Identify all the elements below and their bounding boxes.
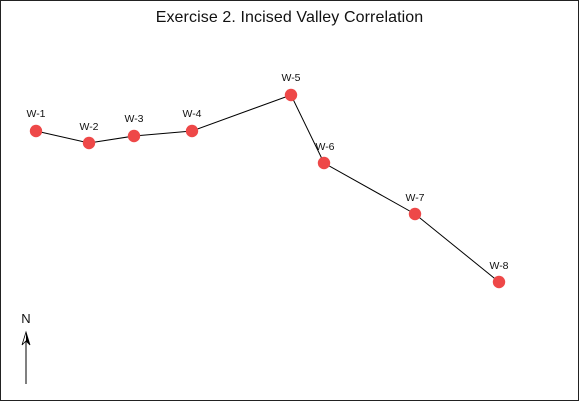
- north-arrow-icon: [21, 330, 31, 384]
- well-point: [492, 275, 506, 289]
- well-marker-w-8: W-8: [489, 260, 509, 289]
- north-label: N: [21, 311, 30, 326]
- well-label: W-8: [489, 260, 508, 272]
- well-marker-w-4: W-4: [182, 108, 202, 138]
- well-label: W-2: [79, 121, 98, 133]
- well-label: W-1: [26, 108, 45, 120]
- well-point: [29, 124, 43, 138]
- well-marker-w-5: W-5: [281, 72, 301, 102]
- well-point: [185, 124, 199, 138]
- well-label: W-5: [281, 72, 300, 84]
- well-marker-w-2: W-2: [79, 121, 99, 150]
- correlation-line: [35, 94, 500, 283]
- well-marker-w-3: W-3: [124, 113, 144, 143]
- well-point: [317, 156, 331, 170]
- wells-group: W-1 W-2 W-3 W-4 W-5 W-6 W-7 W-8: [26, 72, 509, 289]
- well-point: [284, 88, 298, 102]
- well-label: W-3: [124, 113, 143, 125]
- well-marker-w-6: W-6: [315, 141, 335, 170]
- well-marker-w-7: W-7: [405, 192, 425, 221]
- well-label: W-6: [315, 141, 334, 153]
- well-label: W-4: [182, 108, 201, 120]
- well-label: W-7: [405, 192, 424, 204]
- north-arrow: N: [21, 311, 31, 384]
- well-point: [82, 136, 96, 150]
- well-point: [127, 129, 141, 143]
- map-title: Exercise 2. Incised Valley Correlation: [155, 9, 424, 26]
- well-point: [408, 207, 422, 221]
- well-marker-w-1: W-1: [26, 108, 46, 138]
